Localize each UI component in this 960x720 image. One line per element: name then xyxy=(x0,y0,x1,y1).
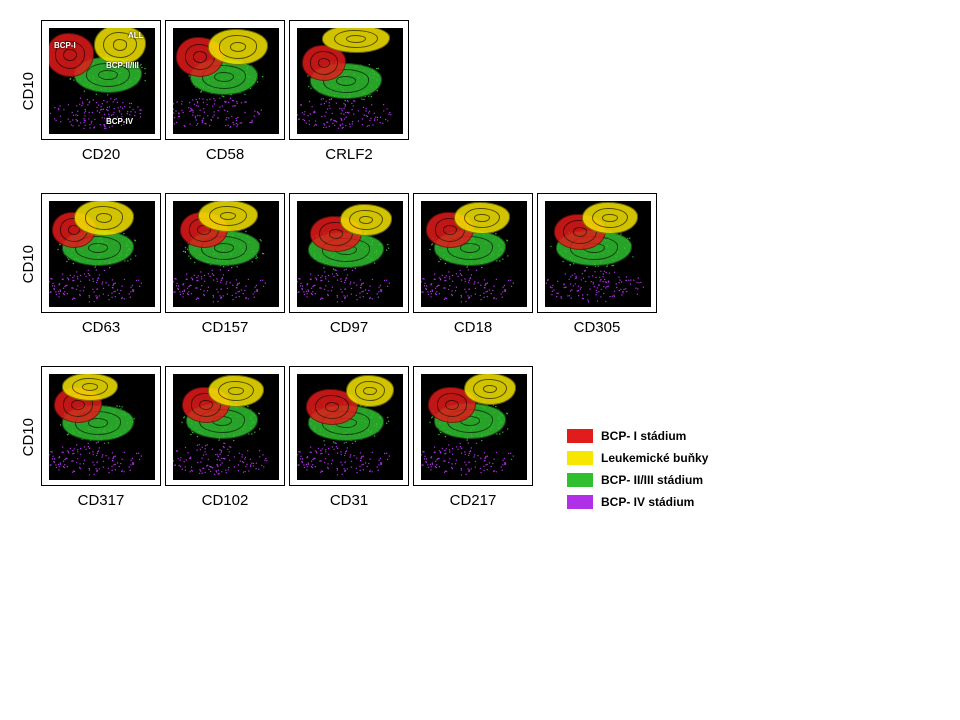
population-contour xyxy=(208,375,264,407)
legend-label: BCP- II/III stádium xyxy=(601,473,703,487)
contour-plot xyxy=(172,373,280,481)
legend-swatch xyxy=(567,429,593,443)
panel-frame xyxy=(41,193,161,313)
x-axis-label: CD317 xyxy=(78,492,125,509)
panel-row: CD10 CD317 CD102 CD31 CD217 BCP- I stádium Leu… xyxy=(20,366,940,509)
panel: CD305 xyxy=(537,193,657,336)
panel-frame xyxy=(289,20,409,140)
x-axis-label: CD58 xyxy=(206,146,244,163)
panel-frame: BCP-I ALL BCP-II/III BCP-IV xyxy=(41,20,161,140)
panel: CD157 xyxy=(165,193,285,336)
panel-frame xyxy=(165,366,285,486)
panel: CD18 xyxy=(413,193,533,336)
contour-plot xyxy=(172,27,280,135)
panel-frame xyxy=(165,20,285,140)
contour-plot: BCP-I ALL BCP-II/III BCP-IV xyxy=(48,27,156,135)
panel-frame xyxy=(289,366,409,486)
panel-frame xyxy=(537,193,657,313)
contour-plot xyxy=(420,200,528,308)
y-axis-label: CD10 xyxy=(20,72,37,110)
plot-annotation: BCP-I xyxy=(54,41,76,50)
contour-plot xyxy=(544,200,652,308)
legend-swatch xyxy=(567,495,593,509)
population-contour xyxy=(74,200,134,236)
population-contour xyxy=(346,375,394,407)
panel-frame xyxy=(413,366,533,486)
plot-annotation: BCP-II/III xyxy=(106,61,139,70)
row-content: CD10 CD317 CD102 CD31 CD217 xyxy=(20,366,537,509)
x-axis-label: CD217 xyxy=(450,492,497,509)
panel: CD217 xyxy=(413,366,533,509)
population-contour xyxy=(464,373,516,405)
legend-label: BCP- I stádium xyxy=(601,429,686,443)
contour-plot xyxy=(48,373,156,481)
y-axis-label: CD10 xyxy=(20,418,37,456)
panel: CD97 xyxy=(289,193,409,336)
x-axis-label: CD97 xyxy=(330,319,368,336)
legend-label: BCP- IV stádium xyxy=(601,495,694,509)
contour-plot xyxy=(296,27,404,135)
panel-frame xyxy=(413,193,533,313)
legend-item: BCP- II/III stádium xyxy=(567,473,708,487)
contour-plot xyxy=(296,200,404,308)
legend-label: Leukemické buňky xyxy=(601,451,708,465)
x-axis-label: CD31 xyxy=(330,492,368,509)
population-contour xyxy=(198,200,258,232)
plot-annotation: ALL xyxy=(128,31,144,40)
population-contour xyxy=(582,202,638,234)
row-content: CD10 BCP-I ALL BCP-II/III BCP-IV CD20 CD58 CRLF… xyxy=(20,20,413,163)
panel: BCP-I ALL BCP-II/III BCP-IV CD20 xyxy=(41,20,161,163)
panel: CD58 xyxy=(165,20,285,163)
x-axis-label: CD18 xyxy=(454,319,492,336)
contour-plot xyxy=(296,373,404,481)
panel: CRLF2 xyxy=(289,20,409,163)
panel-row: CD10 BCP-I ALL BCP-II/III BCP-IV CD20 CD58 CRLF… xyxy=(20,20,940,163)
panel-frame xyxy=(165,193,285,313)
legend-item: BCP- IV stádium xyxy=(567,495,708,509)
panel: CD102 xyxy=(165,366,285,509)
legend-swatch xyxy=(567,451,593,465)
x-axis-label: CRLF2 xyxy=(325,146,373,163)
y-axis-label: CD10 xyxy=(20,245,37,283)
x-axis-label: CD63 xyxy=(82,319,120,336)
contour-plot xyxy=(172,200,280,308)
contour-plot xyxy=(420,373,528,481)
panel-frame xyxy=(41,366,161,486)
population-contour xyxy=(454,202,510,234)
legend: BCP- I stádium Leukemické buňky BCP- II/II… xyxy=(567,429,708,509)
panel-row: CD10 CD63 CD157 CD97 CD18 CD305 xyxy=(20,193,940,336)
panel: CD31 xyxy=(289,366,409,509)
legend-item: BCP- I stádium xyxy=(567,429,708,443)
row-content: CD10 CD63 CD157 CD97 CD18 CD305 xyxy=(20,193,661,336)
panel-frame xyxy=(289,193,409,313)
x-axis-label: CD102 xyxy=(202,492,249,509)
legend-swatch xyxy=(567,473,593,487)
contour-plot xyxy=(48,200,156,308)
population-contour xyxy=(340,204,392,236)
population-contour xyxy=(62,373,118,401)
legend-item: Leukemické buňky xyxy=(567,451,708,465)
panel: CD317 xyxy=(41,366,161,509)
x-axis-label: CD20 xyxy=(82,146,120,163)
panel: CD63 xyxy=(41,193,161,336)
x-axis-label: CD305 xyxy=(574,319,621,336)
population-contour xyxy=(208,29,268,65)
population-contour xyxy=(322,27,390,53)
x-axis-label: CD157 xyxy=(202,319,249,336)
flow-cytometry-figure: CD10 BCP-I ALL BCP-II/III BCP-IV CD20 CD58 CRLF… xyxy=(20,20,940,509)
plot-annotation: BCP-IV xyxy=(106,117,133,126)
